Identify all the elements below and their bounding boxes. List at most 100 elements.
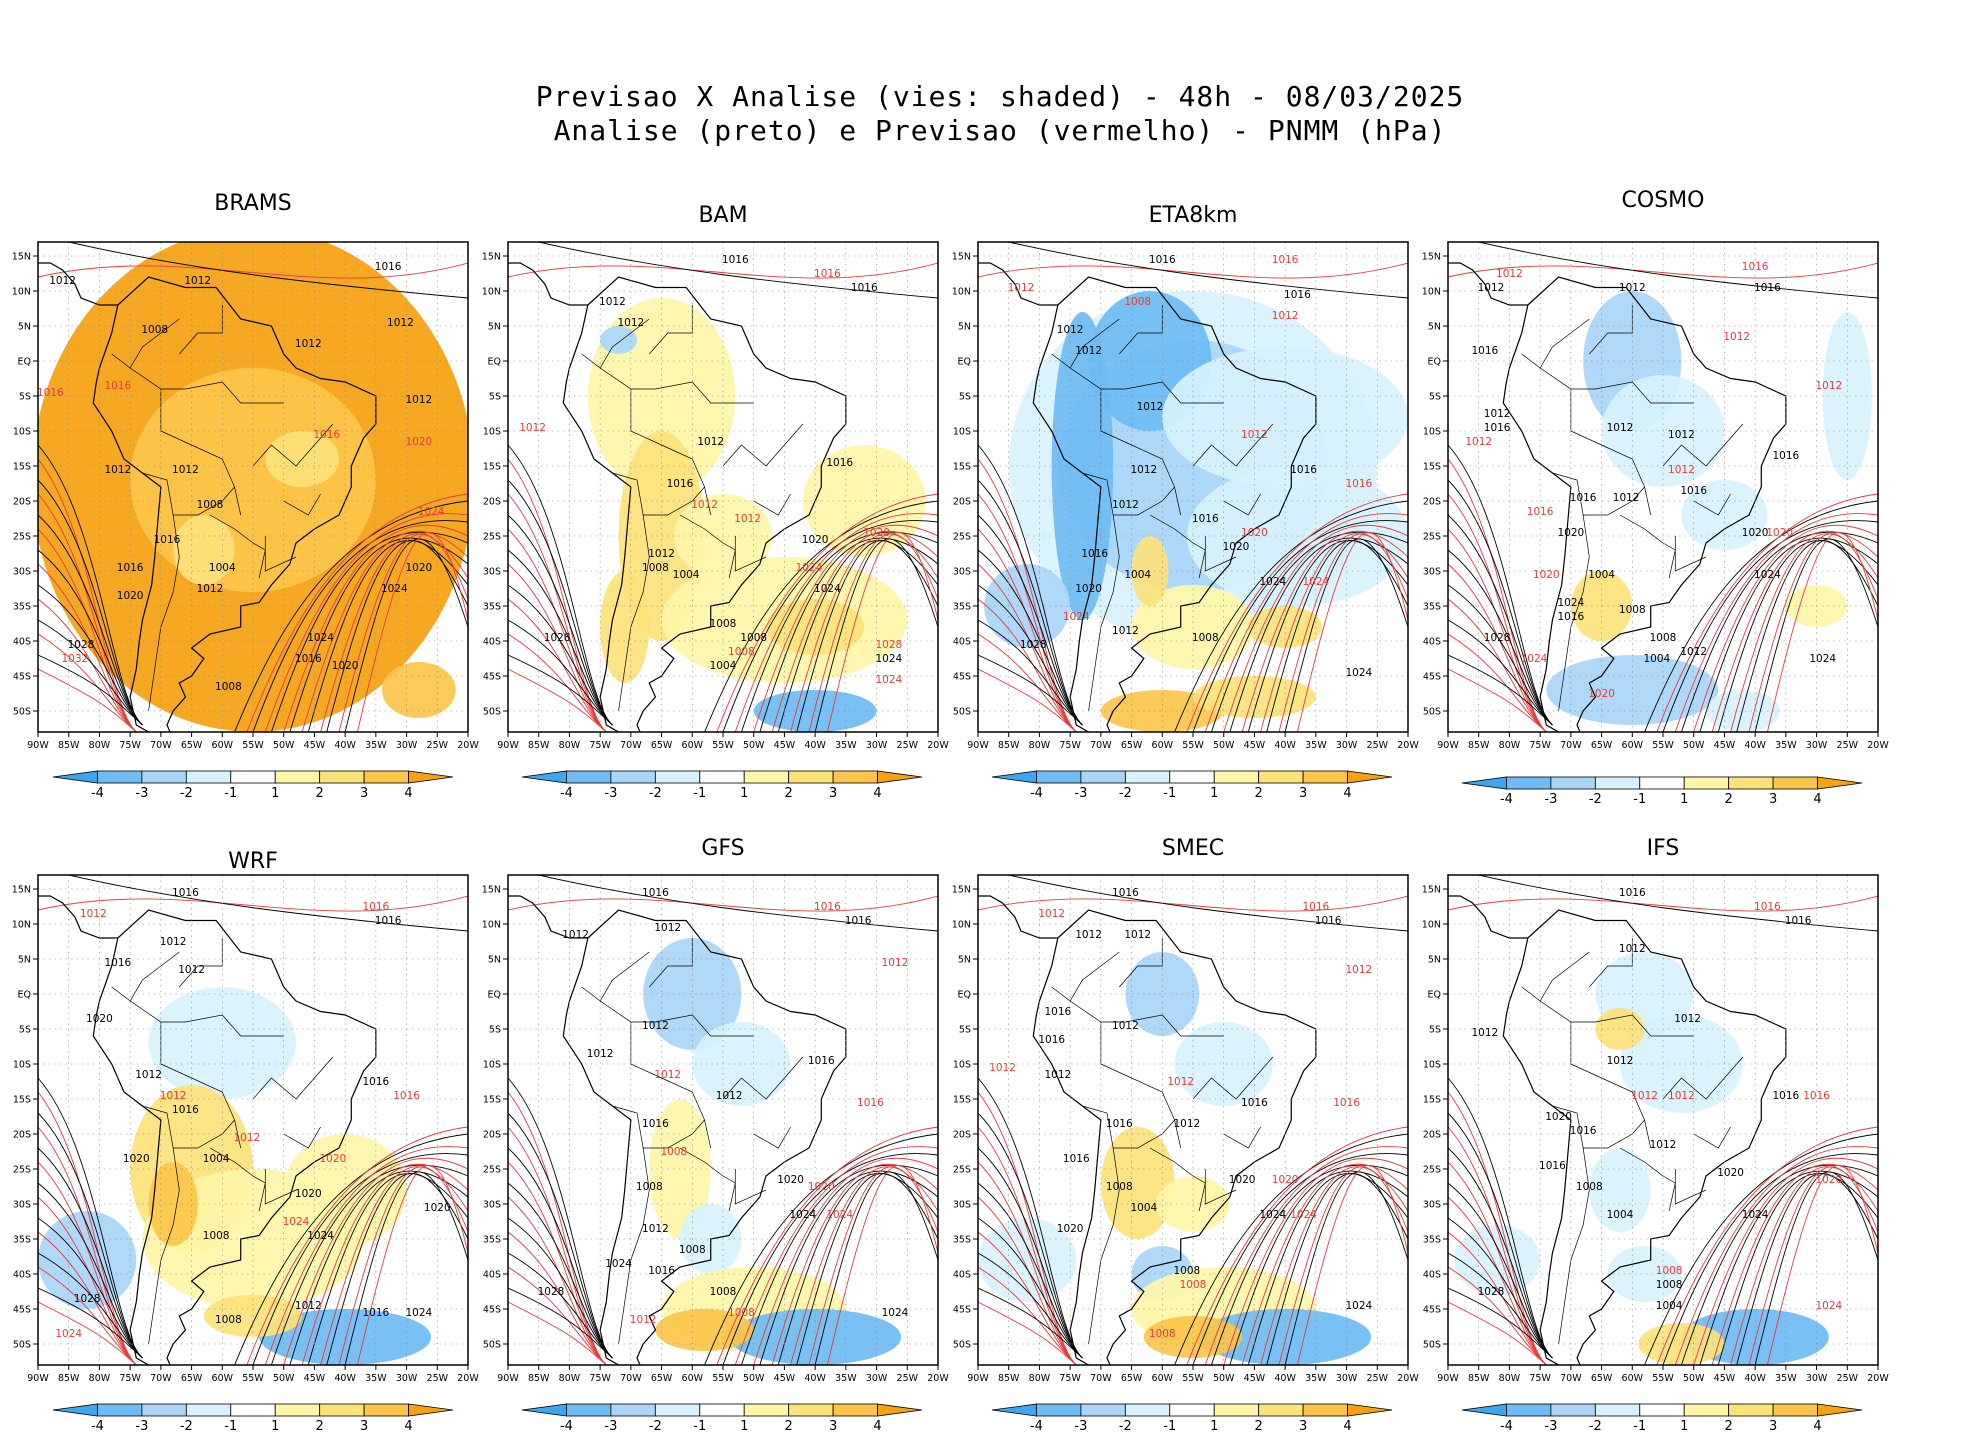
contour-label: 1012 xyxy=(1008,282,1035,294)
map-area: 1012 1012 1012 1016 1016 1012 1012 1016 1012 1016… xyxy=(1448,242,1878,732)
colorbar-swatch xyxy=(832,1403,878,1417)
contour-label: 1012 xyxy=(172,464,199,476)
contour-label: 1008 xyxy=(215,681,242,693)
contour-label: 1016 xyxy=(37,387,64,399)
colorbar-label: -1 xyxy=(224,1419,237,1434)
isobar-forecast xyxy=(508,1091,607,1365)
isobar-forecast xyxy=(38,1091,137,1365)
contour-label: 1012 xyxy=(1075,345,1102,357)
x-tick-label: 25W xyxy=(1367,1373,1389,1384)
x-tick-label: 55W xyxy=(712,1373,734,1384)
country-border xyxy=(612,472,705,516)
country-border xyxy=(1149,1147,1206,1212)
colorbar-label: 3 xyxy=(1299,1419,1307,1434)
isobar-analysis xyxy=(1448,1112,1553,1359)
bias-shading xyxy=(600,326,637,354)
y-tick-label: 5N xyxy=(488,955,501,966)
x-tick-label: 55W xyxy=(242,740,264,751)
colorbar-swatch xyxy=(1347,1403,1393,1417)
country-border xyxy=(1149,514,1206,579)
y-tick-label: 15N xyxy=(12,885,31,896)
colorbar-ifs: -4 -3 -2 -1 1 2 3 4 xyxy=(1461,1403,1863,1434)
contour-label: 1016 xyxy=(808,1055,835,1067)
isobar-analysis xyxy=(1448,1182,1553,1359)
map-area: 1016 1016 1016 1012 1008 1012 1012 1012 1012 1012… xyxy=(978,242,1408,732)
colorbar-swatch xyxy=(877,1403,923,1417)
colorbar-swatch xyxy=(1683,776,1730,790)
x-tick-label: 40W xyxy=(334,1373,356,1384)
coastline-south-america xyxy=(92,909,377,1365)
bias-shading xyxy=(1125,952,1200,1036)
coastline-central-america xyxy=(508,895,588,939)
isobar-analysis xyxy=(1247,540,1408,732)
y-tick-label: 35S xyxy=(13,602,31,613)
isobar-forecast xyxy=(38,262,468,279)
y-tick-label: 25S xyxy=(1423,1165,1441,1176)
y-tick-label: 40S xyxy=(1423,637,1441,648)
isobar-forecast xyxy=(38,1266,137,1365)
isobar-analysis xyxy=(1448,479,1553,726)
country-border xyxy=(1539,367,1694,404)
map-area: 1016 1016 1016 1012 1012 1012 1012 1016 1016 1012… xyxy=(508,242,938,732)
isobar-analysis xyxy=(1699,537,1878,732)
x-tick-label: 60W xyxy=(212,1373,234,1384)
contour-label: 1020 xyxy=(1766,527,1793,539)
x-tick-label: 25W xyxy=(427,740,449,751)
contour-label: 1024 xyxy=(307,632,334,644)
x-tick-label: 20W xyxy=(1867,740,1889,751)
isobar-analysis xyxy=(704,500,938,732)
contour-label: 1016 xyxy=(1785,915,1812,927)
x-tick-label: 80W xyxy=(89,740,111,751)
colorbar-swatch xyxy=(654,770,701,784)
isobar-analysis xyxy=(1229,1170,1408,1365)
coastline-south-america xyxy=(1032,909,1317,1365)
contour-label: 1024 xyxy=(1345,1300,1372,1312)
contour-label: 1020 xyxy=(1742,527,1769,539)
title-line-1: Previsao X Analise (vies: shaded) - 48h … xyxy=(535,80,1465,113)
contour-label: 1016 xyxy=(722,254,749,266)
y-tick-label: 35S xyxy=(953,602,971,613)
isobar-analysis xyxy=(252,1153,468,1365)
colorbar-label: 1 xyxy=(1210,786,1218,801)
isobar-forecast xyxy=(508,1196,607,1365)
y-tick-label: 50S xyxy=(483,1340,501,1351)
contour-label: 1020 xyxy=(123,1153,150,1165)
isobar-analysis xyxy=(38,1182,143,1359)
isobar-analysis xyxy=(38,654,143,726)
isobar-analysis xyxy=(978,654,1083,726)
colorbar-swatch xyxy=(788,1403,834,1417)
y-tick-label: 20S xyxy=(483,497,501,508)
isobar-analysis xyxy=(1644,500,1878,732)
contour-label: 1008 xyxy=(710,618,737,630)
contour-label: 1008 xyxy=(1180,1279,1207,1291)
contour-label: 1012 xyxy=(734,513,761,525)
contour-label: 1004 xyxy=(710,660,737,672)
contour-label: 1012 xyxy=(562,929,589,941)
isobar-analysis xyxy=(1448,514,1553,726)
isobar-analysis xyxy=(38,549,143,726)
isobar-analysis xyxy=(1008,242,1408,299)
contour-label: 1016 xyxy=(1527,506,1554,518)
colorbar-label: 4 xyxy=(1813,1419,1821,1434)
y-tick-label: EQ xyxy=(1428,990,1441,1001)
x-tick-label: 30W xyxy=(396,740,418,751)
colorbar-label: 3 xyxy=(360,786,368,801)
x-tick-label: 55W xyxy=(1652,740,1674,751)
coastline-central-america xyxy=(978,895,1058,939)
x-tick-label: 55W xyxy=(1182,1373,1204,1384)
isobar-analysis xyxy=(68,875,468,932)
y-tick-label: 10N xyxy=(1422,920,1441,931)
x-tick-label: 35W xyxy=(1305,1373,1327,1384)
isobar-analysis xyxy=(508,654,613,726)
contour-label: 1016 xyxy=(1570,492,1597,504)
contour-label: 1004 xyxy=(1656,1300,1683,1312)
contour-label: 1012 xyxy=(1075,929,1102,941)
colorbar-swatch xyxy=(743,1403,790,1417)
colorbar-swatch xyxy=(363,1403,409,1417)
country-border xyxy=(679,514,736,579)
y-tick-label: EQ xyxy=(18,357,31,368)
country-border xyxy=(142,472,235,516)
colorbar-swatch xyxy=(610,770,656,784)
isobar-analysis xyxy=(508,1077,613,1359)
contour-label: 1016 xyxy=(1038,1034,1065,1046)
